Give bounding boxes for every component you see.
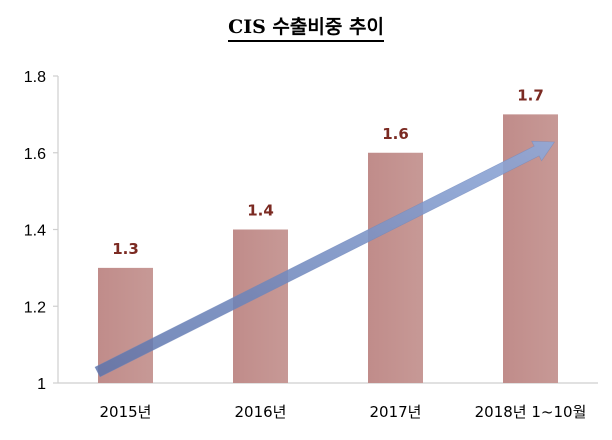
chart-title-text: CIS 수출비중 추이: [228, 16, 384, 42]
trend-arrow-shape: [94, 140, 556, 378]
x-tick-label: 2016년: [235, 403, 287, 421]
y-tick-label: 1.8: [24, 69, 46, 86]
y-tick-label: 1.6: [24, 146, 46, 163]
bar: [368, 152, 423, 383]
y-tick-label: 1: [37, 376, 46, 393]
x-tick-label: 2015년: [100, 403, 152, 421]
x-tick-label: 2018년 1~10월: [475, 403, 587, 421]
data-label: 1.7: [517, 86, 544, 104]
data-label: 1.3: [112, 240, 139, 258]
labels: 1 1.2 1.4 1.6 1.8 1.3 2015년 1.4 2016년 1.6 2017년 1.7…: [24, 69, 587, 421]
y-tick-label: 1.2: [24, 299, 46, 316]
data-label: 1.6: [382, 125, 409, 143]
bar: [233, 229, 288, 383]
chart-title: CIS 수출비중 추이: [0, 12, 612, 42]
trend-arrow: [94, 140, 556, 378]
x-tick-label: 2017년: [370, 403, 422, 421]
bars: [98, 114, 558, 383]
y-tick-label: 1.4: [24, 223, 46, 240]
data-label: 1.4: [247, 202, 274, 220]
